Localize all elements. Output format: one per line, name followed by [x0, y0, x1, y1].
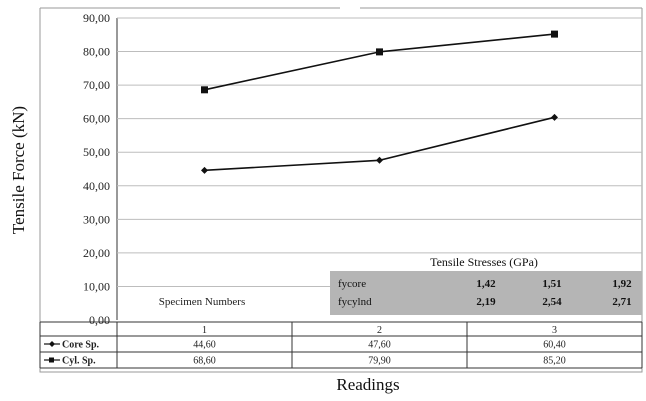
stress-value: 1,42: [476, 278, 496, 290]
stress-row-label: fycore: [338, 278, 366, 290]
y-tick-label: 50,00: [83, 145, 110, 159]
stress-value: 2,54: [542, 296, 562, 308]
series-line-2: [204, 33, 555, 91]
legend-series-name: Cyl. Sp.: [62, 356, 96, 367]
table-cell-value: 44,60: [193, 340, 216, 351]
x-category-label: 1: [202, 325, 207, 336]
diamond-marker: [376, 156, 383, 164]
table-cell-value: 85,20: [543, 356, 566, 367]
square-marker: [201, 86, 208, 94]
table-cell-value: 68,60: [193, 356, 216, 367]
diamond-marker: [201, 166, 208, 174]
stress-value: 2,71: [612, 296, 631, 308]
stress-table-title: Tensile Stresses (GPa): [430, 255, 538, 269]
y-tick-label: 20,00: [83, 246, 110, 260]
legend-diamond-marker: [49, 341, 55, 347]
y-tick-label: 60,00: [83, 112, 110, 126]
x-category-label: 2: [377, 325, 382, 336]
x-axis-title: Readings: [336, 375, 399, 394]
legend-series-name: Core Sp.: [62, 340, 100, 351]
y-axis-title: Tensile Force (kN): [9, 106, 28, 234]
chart-frame: [39, 8, 643, 373]
square-marker: [551, 30, 558, 38]
y-tick-label: 90,00: [83, 11, 110, 25]
data-table: 1 2 3 Core Sp. 44,60 47,60 60,40 Cyl. Sp. 68,60 7…: [39, 321, 643, 369]
stress-table: fycore 1,42 1,51 1,92 fycylnd 2,19 2,54 2,71: [338, 278, 632, 308]
y-tick-label: 70,00: [83, 78, 110, 92]
table-cell-value: 47,60: [368, 340, 391, 351]
stress-value: 1,92: [612, 278, 632, 290]
table-cell-value: 60,40: [543, 340, 566, 351]
x-category-label: 3: [552, 325, 557, 336]
diamond-marker: [551, 113, 558, 121]
y-tick-label: 0,00: [89, 313, 110, 327]
square-marker: [376, 48, 383, 56]
legend-square-marker: [49, 357, 54, 363]
table-cell-value: 79,90: [368, 356, 391, 367]
series-lines: [201, 30, 558, 174]
y-tick-labels: 0,00 10,00 20,00 30,00 40,00 50,00 60,00 70,00 8…: [83, 11, 110, 327]
y-tick-label: 30,00: [83, 212, 110, 226]
stress-value: 2,19: [476, 296, 496, 308]
y-tick-label: 80,00: [83, 45, 110, 59]
y-tick-label: 10,00: [83, 279, 110, 293]
y-tick-label: 40,00: [83, 179, 110, 193]
stress-row-label: fycylnd: [338, 296, 372, 308]
stress-value: 1,51: [542, 278, 561, 290]
table-header: Specimen Numbers: [159, 296, 245, 308]
stress-table-box: [330, 271, 642, 315]
gridlines: [117, 17, 642, 287]
